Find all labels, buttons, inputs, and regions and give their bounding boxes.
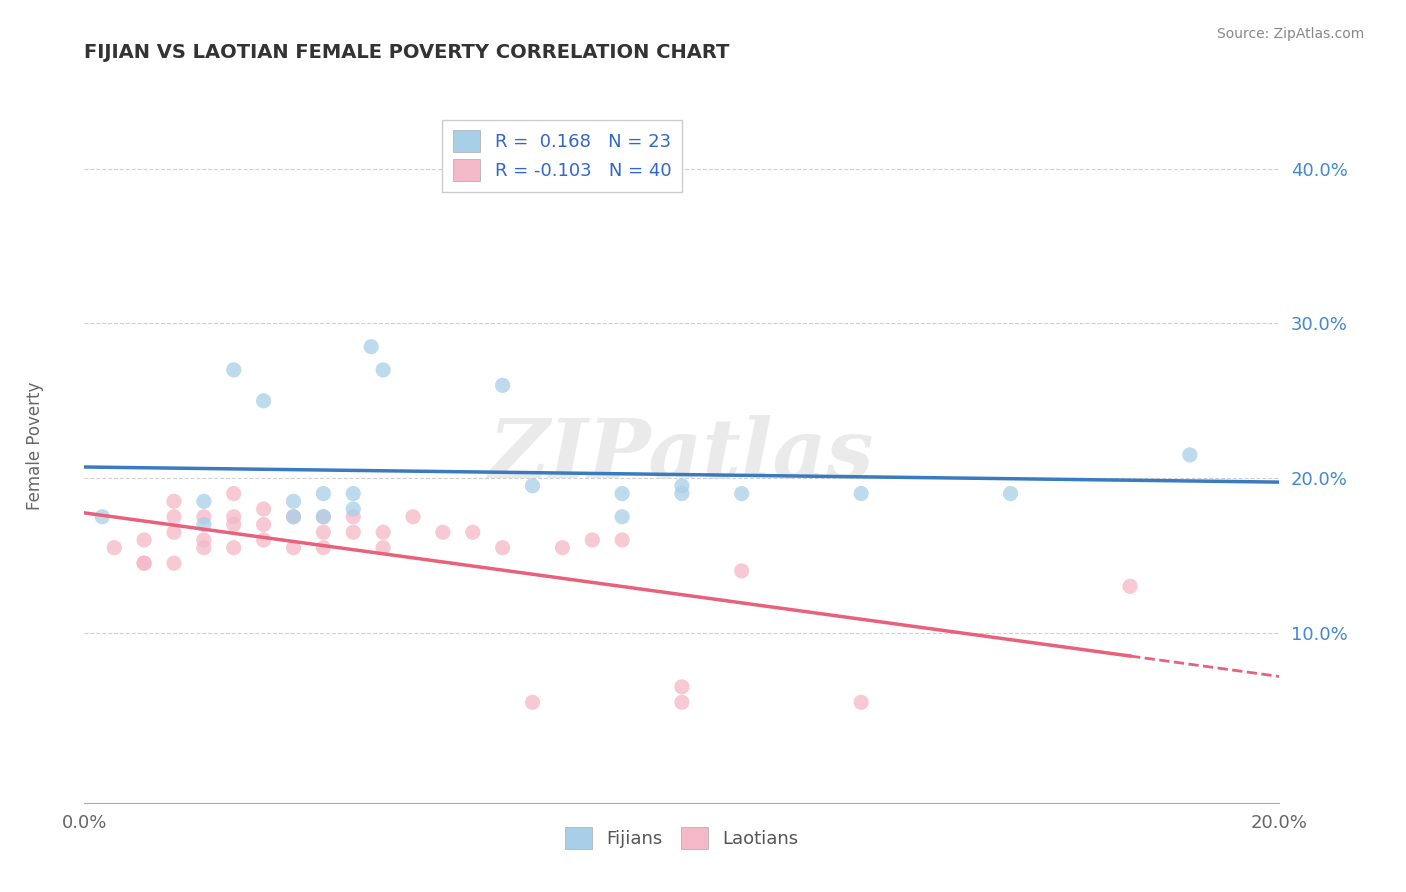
Point [193, 509, 215, 524]
Point [492, 378, 515, 392]
Point [671, 479, 693, 493]
Point [342, 509, 364, 524]
Point [163, 494, 186, 508]
Point [222, 363, 245, 377]
Point [193, 494, 215, 508]
Point [283, 509, 305, 524]
Point [551, 541, 574, 555]
Point [222, 509, 245, 524]
Point [342, 502, 364, 516]
Text: Female Poverty: Female Poverty [27, 382, 44, 510]
Point [610, 509, 633, 524]
Point [461, 525, 484, 540]
Point [610, 533, 633, 547]
Point [1000, 486, 1022, 500]
Point [312, 541, 335, 555]
Point [222, 486, 245, 500]
Point [253, 517, 276, 532]
Point [402, 509, 425, 524]
Point [193, 517, 215, 532]
Point [163, 525, 186, 540]
Point [222, 541, 245, 555]
Point [312, 525, 335, 540]
Point [283, 494, 305, 508]
Point [312, 509, 335, 524]
Point [371, 525, 394, 540]
Point [253, 533, 276, 547]
Point [283, 509, 305, 524]
Point [610, 486, 633, 500]
Point [132, 556, 156, 570]
Point [91, 509, 114, 524]
Point [492, 541, 515, 555]
Point [432, 525, 454, 540]
Point [342, 486, 364, 500]
Point [849, 486, 872, 500]
Point [522, 479, 544, 493]
Point [371, 363, 394, 377]
Point [253, 502, 276, 516]
Point [222, 517, 245, 532]
Point [312, 486, 335, 500]
Point [671, 680, 693, 694]
Point [132, 533, 156, 547]
Point [1119, 579, 1142, 593]
Point [731, 564, 754, 578]
Point [671, 695, 693, 709]
Point [360, 340, 382, 354]
Text: Source: ZipAtlas.com: Source: ZipAtlas.com [1216, 27, 1364, 41]
Point [522, 695, 544, 709]
Point [193, 533, 215, 547]
Point [193, 541, 215, 555]
Point [731, 486, 754, 500]
Point [342, 525, 364, 540]
Point [312, 509, 335, 524]
Point [253, 393, 276, 408]
Point [581, 533, 603, 547]
Point [132, 556, 156, 570]
Point [283, 541, 305, 555]
Point [1178, 448, 1201, 462]
Point [371, 541, 394, 555]
Legend: Fijians, Laotians: Fijians, Laotians [558, 820, 806, 856]
Point [671, 486, 693, 500]
Point [163, 509, 186, 524]
Point [849, 695, 872, 709]
Text: ZIPatlas: ZIPatlas [489, 415, 875, 495]
Text: FIJIAN VS LAOTIAN FEMALE POVERTY CORRELATION CHART: FIJIAN VS LAOTIAN FEMALE POVERTY CORRELA… [84, 44, 730, 62]
Point [103, 541, 125, 555]
Point [163, 556, 186, 570]
